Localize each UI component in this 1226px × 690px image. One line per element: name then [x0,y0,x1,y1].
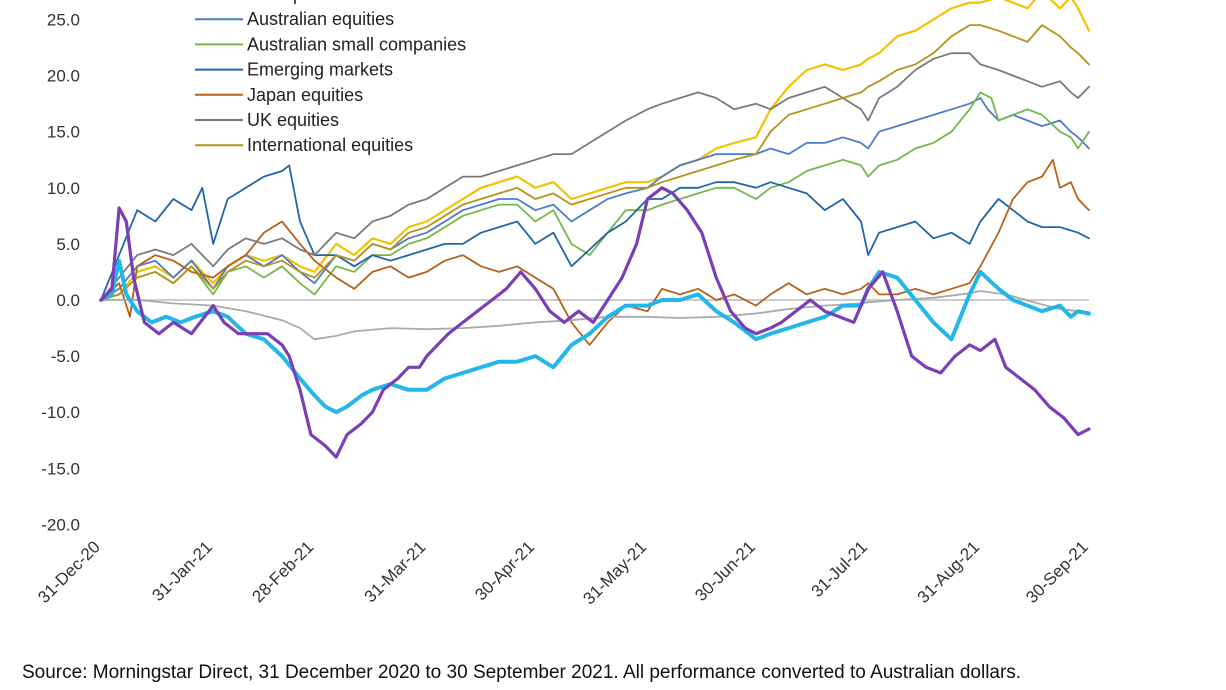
x-tick-label: 31-Jan-21 [148,537,216,605]
y-tick-label: 25.0 [47,11,80,30]
series-line-uk-equities [100,52,1090,301]
legend-label: UK equities [247,110,339,130]
series-line-australian-equities [100,97,1090,301]
x-tick-label: 31-Mar-21 [361,537,430,606]
legend-label: Australian equities [247,9,394,29]
y-tick-label: -15.0 [41,459,80,478]
y-tick-label: 0.0 [56,291,80,310]
x-tick-label: 30-Sep-21 [1022,537,1092,607]
y-tick-label: 20.0 [47,67,80,86]
y-axis: 25.0 20.0 15.0 10.0 5.0 0.0 -5.0 -10.0 -15.0 -20.… [41,11,80,535]
legend-label: US equities [247,0,339,4]
x-tick-label: 30-Jun-21 [691,537,759,605]
series-line-emerging-markets [100,164,1090,301]
legend: US equities Australian equities Australian… [195,0,466,155]
y-tick-label: -20.0 [41,515,80,534]
series-line-unlabeled-9 [99,186,1091,459]
y-tick-label: -5.0 [51,347,80,366]
x-tick-label: 28-Feb-21 [248,537,317,606]
x-tick-label: 31-Dec-20 [34,537,104,607]
y-tick-label: -10.0 [41,403,80,422]
series-line-unlabeled-8 [99,258,1091,415]
legend-label: International equities [247,135,413,155]
legend-label: Emerging markets [247,60,393,80]
line-chart: 25.0 20.0 15.0 10.0 5.0 0.0 -5.0 -10.0 -15.0 -20.… [34,0,1092,608]
x-tick-label: 31-Jul-21 [808,537,872,601]
x-axis: 31-Dec-20 31-Jan-21 28-Feb-21 31-Mar-21 30-A… [34,537,1092,608]
y-tick-label: 15.0 [47,123,80,142]
series-line-us-equities [99,0,1091,302]
x-tick-label: 31-May-21 [579,537,650,608]
source-note: Source: Morningstar Direct, 31 December … [22,662,1022,683]
y-tick-label: 5.0 [56,235,80,254]
series-line-unlabeled-7 [100,290,1090,341]
series-lines [99,0,1091,459]
x-tick-label: 30-Apr-21 [471,537,538,604]
legend-label: Australian small companies [247,34,466,54]
series-line-international-equities [100,24,1090,301]
y-tick-label: 10.0 [47,179,80,198]
legend-label: Japan equities [247,85,363,105]
x-tick-label: 31-Aug-21 [914,537,984,607]
